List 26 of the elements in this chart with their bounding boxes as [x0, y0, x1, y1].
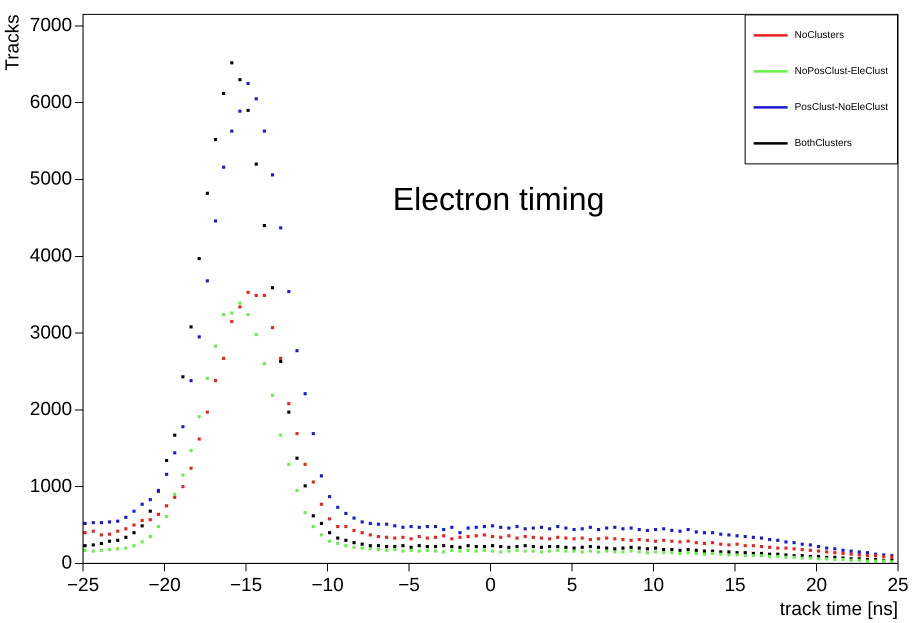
y-tick-label: 1000 — [30, 476, 72, 497]
y-tick-label: 5000 — [30, 168, 72, 190]
x-tick-label: −25 — [66, 575, 100, 596]
y-tick-label: 2000 — [30, 399, 72, 420]
x-tick-label: −15 — [230, 575, 262, 596]
legend-label: BothClusters — [794, 138, 852, 150]
x-tick-label: −20 — [148, 575, 181, 596]
x-tick-label: −10 — [311, 575, 344, 596]
x-tick-label: 10 — [642, 575, 664, 596]
legend-label: NoPosClust-EleClust — [794, 66, 888, 78]
annotation: Electron timing — [392, 181, 604, 218]
x-tick-label: 0 — [485, 575, 496, 596]
y-tick-label: 3000 — [30, 322, 72, 344]
x-tick-label: 5 — [566, 575, 578, 596]
x-axis-title: track time [ns] — [780, 598, 898, 620]
y-tick-label: 7000 — [30, 15, 72, 36]
x-tick-label: −5 — [398, 575, 420, 596]
y-tick-label: 6000 — [30, 92, 72, 113]
legend-label: NoClusters — [794, 30, 844, 42]
x-tick-label: 15 — [724, 575, 746, 596]
y-tick-label: 4000 — [30, 246, 72, 266]
y-tick-label: 0 — [61, 552, 72, 574]
x-tick-label: 25 — [887, 575, 909, 596]
x-tick-label: 20 — [806, 575, 828, 596]
y-axis-title: Tracks — [2, 14, 24, 71]
legend-label: PosClust-NoEleClust — [794, 102, 888, 114]
